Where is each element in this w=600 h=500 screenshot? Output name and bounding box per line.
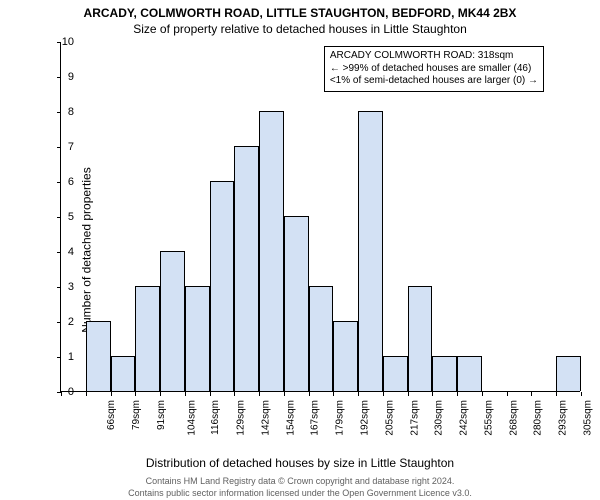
ytick-mark: [57, 322, 61, 323]
xtick-mark: [507, 392, 508, 396]
chart-title-sub: Size of property relative to detached ho…: [0, 22, 600, 36]
bar: [556, 356, 581, 391]
bar: [160, 251, 185, 391]
chart-title-main: ARCADY, COLMWORTH ROAD, LITTLE STAUGHTON…: [0, 6, 600, 20]
xtick-label: 268sqm: [508, 400, 519, 436]
bar: [185, 286, 210, 391]
bar: [111, 356, 136, 391]
xtick-label: 91sqm: [156, 400, 167, 430]
xtick-label: 142sqm: [261, 400, 272, 436]
ytick-label: 7: [68, 141, 74, 153]
annotation-line-2: ← >99% of detached houses are smaller (4…: [330, 63, 538, 76]
ytick-mark: [57, 42, 61, 43]
xtick-mark: [259, 392, 260, 396]
bar: [358, 111, 383, 391]
xtick-label: 305sqm: [582, 400, 593, 436]
ytick-label: 4: [68, 246, 74, 258]
bar: [135, 286, 160, 391]
bar: [259, 111, 284, 391]
xtick-label: 242sqm: [459, 400, 470, 436]
ytick-mark: [57, 287, 61, 288]
bar: [309, 286, 334, 391]
xtick-label: 66sqm: [106, 400, 117, 430]
ytick-mark: [57, 77, 61, 78]
x-axis-label: Distribution of detached houses by size …: [0, 456, 600, 470]
xtick-mark: [581, 392, 582, 396]
xtick-label: 293sqm: [558, 400, 569, 436]
bar: [457, 356, 482, 391]
xtick-label: 79sqm: [131, 400, 142, 430]
xtick-label: 129sqm: [236, 400, 247, 436]
xtick-mark: [309, 392, 310, 396]
xtick-mark: [234, 392, 235, 396]
xtick-mark: [86, 392, 87, 396]
xtick-mark: [185, 392, 186, 396]
xtick-label: 179sqm: [335, 400, 346, 436]
xtick-mark: [284, 392, 285, 396]
xtick-mark: [383, 392, 384, 396]
xtick-mark: [358, 392, 359, 396]
bar: [408, 286, 433, 391]
plot-area: ARCADY COLMWORTH ROAD: 318sqm ← >99% of …: [60, 42, 580, 392]
footer-line-1: Contains HM Land Registry data © Crown c…: [0, 476, 600, 486]
bar: [284, 216, 309, 391]
xtick-mark: [408, 392, 409, 396]
xtick-label: 230sqm: [434, 400, 445, 436]
bar: [210, 181, 235, 391]
xtick-label: 217sqm: [409, 400, 420, 436]
ytick-mark: [57, 112, 61, 113]
ytick-label: 6: [68, 176, 74, 188]
xtick-mark: [160, 392, 161, 396]
ytick-mark: [57, 252, 61, 253]
xtick-mark: [556, 392, 557, 396]
xtick-mark: [61, 392, 62, 396]
bar: [333, 321, 358, 391]
xtick-mark: [432, 392, 433, 396]
xtick-label: 154sqm: [285, 400, 296, 436]
xtick-mark: [531, 392, 532, 396]
xtick-mark: [457, 392, 458, 396]
ytick-mark: [57, 357, 61, 358]
ytick-label: 8: [68, 106, 74, 118]
ytick-mark: [57, 182, 61, 183]
xtick-mark: [135, 392, 136, 396]
xtick-mark: [333, 392, 334, 396]
annotation-box: ARCADY COLMWORTH ROAD: 318sqm ← >99% of …: [324, 46, 544, 92]
ytick-mark: [57, 147, 61, 148]
ytick-mark: [57, 217, 61, 218]
annotation-line-1: ARCADY COLMWORTH ROAD: 318sqm: [330, 50, 538, 63]
xtick-label: 104sqm: [186, 400, 197, 436]
bar: [86, 321, 111, 391]
ytick-label: 2: [68, 316, 74, 328]
xtick-label: 280sqm: [533, 400, 544, 436]
xtick-label: 167sqm: [310, 400, 321, 436]
annotation-line-3: <1% of semi-detached houses are larger (…: [330, 75, 538, 88]
ytick-label: 3: [68, 281, 74, 293]
bar: [383, 356, 408, 391]
bar: [234, 146, 259, 391]
ytick-label: 0: [68, 386, 74, 398]
xtick-label: 192sqm: [360, 400, 371, 436]
ytick-label: 5: [68, 211, 74, 223]
xtick-label: 255sqm: [483, 400, 494, 436]
bar: [432, 356, 457, 391]
ytick-label: 10: [62, 36, 74, 48]
xtick-label: 205sqm: [384, 400, 395, 436]
xtick-mark: [111, 392, 112, 396]
ytick-label: 1: [68, 351, 74, 363]
ytick-label: 9: [68, 71, 74, 83]
xtick-label: 116sqm: [210, 400, 221, 435]
xtick-mark: [482, 392, 483, 396]
footer-line-2: Contains public sector information licen…: [0, 488, 600, 498]
xtick-mark: [210, 392, 211, 396]
